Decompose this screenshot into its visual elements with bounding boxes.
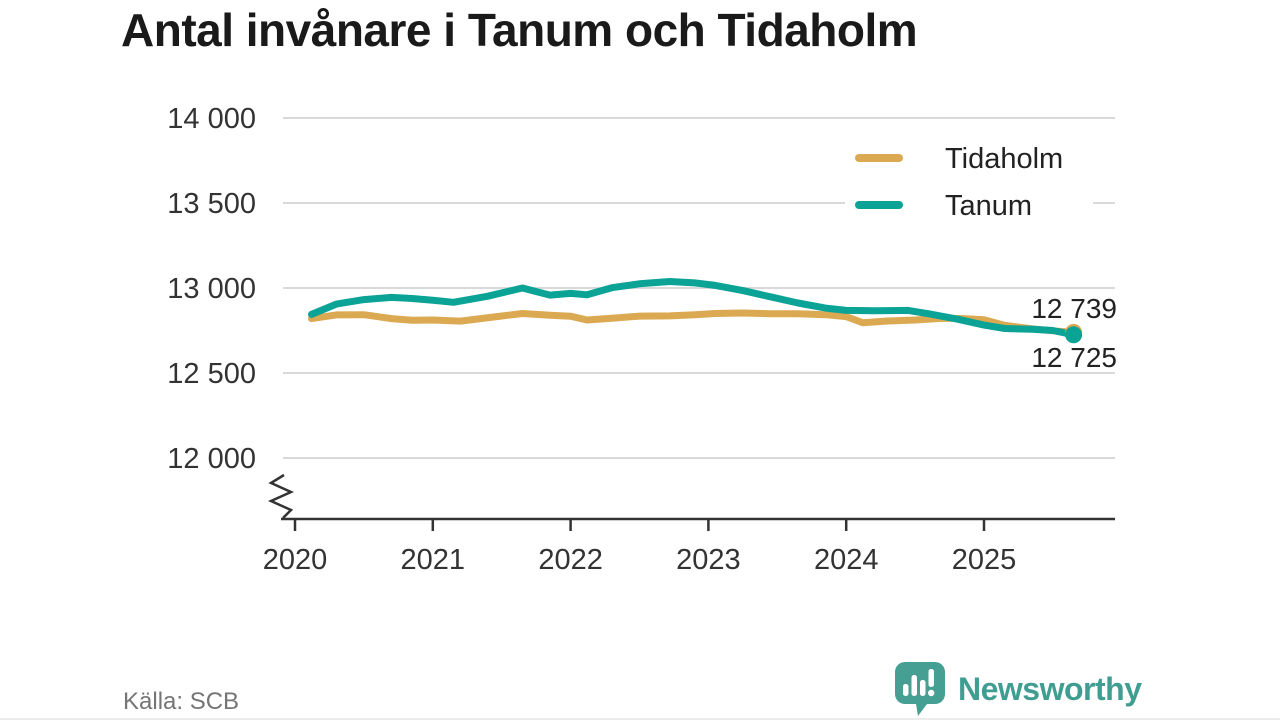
legend-label-tanum: Tanum xyxy=(945,190,1032,222)
newsworthy-logo-icon xyxy=(895,662,945,716)
y-axis-tick-label: 13 500 xyxy=(167,188,256,220)
x-axis-tick-label: 2024 xyxy=(814,544,879,576)
y-axis-tick-label: 13 000 xyxy=(167,273,256,305)
bottom-divider xyxy=(0,718,1280,720)
legend-background xyxy=(845,132,1093,228)
legend-label-tidaholm: Tidaholm xyxy=(945,143,1063,175)
newsworthy-brand: Newsworthy xyxy=(895,662,1142,716)
chart-title: Antal invånare i Tanum och Tidaholm xyxy=(121,4,918,56)
x-axis-tick-label: 2025 xyxy=(952,544,1017,576)
legend-swatch-tidaholm xyxy=(855,154,903,162)
legend-swatch-tanum xyxy=(855,201,903,209)
series-line-tanum xyxy=(308,278,1078,339)
x-axis-tick-label: 2023 xyxy=(676,544,741,576)
end-value-label-tanum: 12 725 xyxy=(1031,342,1117,373)
y-axis-tick-label: 12 000 xyxy=(167,443,256,475)
y-axis-tick-label: 12 500 xyxy=(167,358,256,390)
x-axis-tick-label: 2020 xyxy=(263,544,328,576)
source-note: Källa: SCB xyxy=(123,688,240,715)
newsworthy-brand-name: Newsworthy xyxy=(958,670,1142,707)
y-axis-break-icon xyxy=(267,473,295,519)
x-axis-tick-label: 2022 xyxy=(538,544,603,576)
end-point-dot-tanum xyxy=(1065,326,1083,344)
x-axis-tick-label: 2021 xyxy=(401,544,466,576)
end-value-label-tidaholm: 12 739 xyxy=(1031,293,1117,324)
y-axis-tick-label: 14 000 xyxy=(167,103,256,135)
